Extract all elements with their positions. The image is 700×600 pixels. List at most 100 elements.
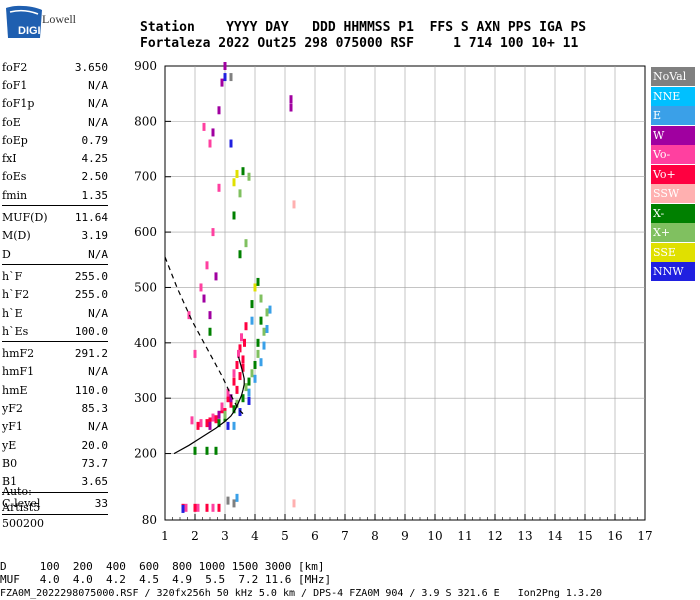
data-point (238, 344, 242, 353)
data-point (247, 396, 251, 405)
chart-curves (164, 256, 245, 455)
data-point (232, 211, 236, 220)
file-info: FZA0M_2022298075000.RSF / 320fx256h 50 k… (0, 588, 603, 599)
data-point (253, 374, 257, 383)
param-row-hf: h`F 255.0 (2, 267, 108, 285)
x-tick-label: 14 (547, 529, 563, 543)
param-row-fxi: fxI 4.25 (2, 149, 108, 167)
data-point (217, 106, 221, 115)
x-tick-label: 2 (191, 529, 199, 543)
x-tick-label: 12 (487, 529, 502, 543)
param-name: foF1p (2, 97, 35, 111)
param-value: 20.0 (81, 438, 109, 452)
param-name: yF2 (2, 401, 23, 415)
data-point (223, 410, 227, 419)
param-value: 33 (94, 497, 108, 511)
data-point (208, 311, 212, 320)
param-value: 4.25 (81, 152, 109, 166)
series-e (232, 305, 272, 502)
data-point (229, 139, 233, 148)
param-name: M(D) (2, 229, 31, 243)
chart-axes: 1 2 3 4 5 6 7 8 9 10 11 12 13 14 15 16 17802003004005006… (134, 59, 653, 543)
x-tick-label: 4 (251, 529, 259, 543)
data-point (259, 358, 263, 367)
param-name: h`E (2, 306, 23, 320)
x-tick-label: 3 (221, 529, 229, 543)
data-point (199, 283, 203, 292)
model-profile-curve (164, 256, 244, 415)
legend-item-sse: SSE (651, 242, 695, 262)
param-row-b1: B1 3.65 (2, 473, 108, 491)
data-point (217, 503, 221, 512)
legend-item-nne: NNE (651, 86, 695, 106)
data-point (211, 128, 215, 137)
data-point (232, 405, 236, 414)
param-row-foe: foE N/A (2, 113, 108, 131)
x-tick-label: 10 (427, 529, 442, 543)
x-tick-label: 11 (457, 529, 472, 543)
data-point (226, 394, 230, 403)
data-point (241, 363, 245, 372)
param-name: fmin (2, 188, 28, 202)
data-point (250, 369, 254, 378)
data-point (193, 503, 197, 512)
data-point (205, 261, 209, 270)
param-name: h`Es (2, 324, 29, 338)
ionogram-chart: 1 2 3 4 5 6 7 8 9 10 11 12 13 14 15 16 17802003004005006… (134, 59, 653, 543)
data-point (193, 349, 197, 358)
series-vo (184, 122, 243, 512)
chart-grid (164, 65, 646, 521)
param-value: 255.0 (74, 288, 108, 302)
param-value: 3.65 (81, 475, 109, 489)
param-value: N/A (88, 365, 108, 379)
header-values: Fortaleza 2022 Out25 298 075000 RSF 1 71… (140, 36, 579, 51)
param-row-ye: yE 20.0 (2, 436, 108, 454)
data-point (208, 421, 212, 430)
series-sse (232, 169, 257, 292)
param-row-fof1: foF1 N/A (2, 76, 108, 94)
param-name: hmE (2, 383, 28, 397)
data-point (208, 327, 212, 336)
data-point (238, 250, 242, 259)
data-point (247, 388, 251, 397)
param-value: 11.64 (74, 211, 108, 225)
logo-brand: Lowell (42, 12, 76, 26)
data-point (205, 503, 209, 512)
data-point (256, 277, 260, 286)
logo-graphic (6, 5, 42, 38)
autoscaling-software: Artist5 (2, 501, 41, 514)
data-point (214, 272, 218, 281)
param-name: fxI (2, 152, 17, 166)
data-point (205, 419, 209, 428)
series-noval (226, 73, 236, 508)
y-tick-label: 700 (134, 170, 157, 184)
param-value: 3.19 (81, 229, 109, 243)
param-value: 85.3 (81, 401, 109, 415)
param-row-yf1: yF1 N/A (2, 418, 108, 436)
data-point (250, 316, 254, 325)
y-tick-label: 300 (134, 391, 157, 405)
data-point (253, 360, 257, 369)
legend-item-vo: Vo- (651, 145, 695, 164)
param-name: B1 (2, 475, 18, 489)
param-value: 73.7 (81, 456, 109, 470)
data-point (289, 95, 293, 104)
param-name: MUF(D) (2, 211, 48, 225)
param-row-clevel: C-level 33 (2, 495, 108, 513)
data-point (256, 338, 260, 347)
y-tick-label: 80 (142, 513, 157, 527)
data-point (229, 399, 233, 408)
data-point (237, 349, 240, 358)
legend-item-vo: Vo+ (651, 164, 695, 184)
data-point (205, 446, 209, 455)
param-row-yf2: yF2 85.3 (2, 399, 108, 417)
param-value: N/A (88, 78, 108, 92)
param-row-mufd: MUF(D) 11.64 (2, 208, 108, 226)
data-point (208, 139, 212, 148)
data-point (217, 183, 221, 192)
data-point (253, 283, 257, 292)
data-point (240, 333, 243, 342)
series-nnw (181, 73, 251, 513)
muf-row: MUF 4.0 4.0 4.2 4.5 4.9 5.5 7.2 11.6 [MH… (0, 573, 332, 586)
param-row-d: D N/A (2, 245, 108, 263)
